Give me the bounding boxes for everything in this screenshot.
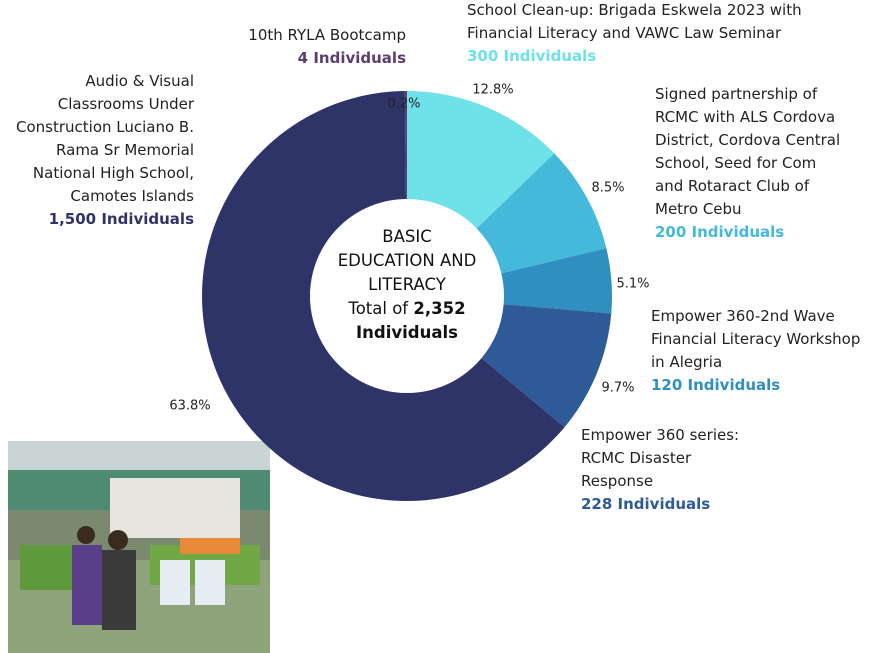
value-label: 120 Individuals — [651, 376, 781, 394]
percentage-label: 12.8% — [472, 82, 514, 98]
slice — [202, 91, 565, 501]
category-name: Empower 360 series: RCMC Disaster Respon… — [581, 426, 740, 490]
slice — [481, 304, 612, 428]
center-title: BASIC EDUCATION AND LITERACY — [337, 227, 477, 294]
category-label: 10th RYLA Bootcamp 4 Individuals — [206, 24, 406, 70]
category-name: School Clean-up: Brigada Eskwela 2023 wi… — [467, 1, 802, 42]
percentage-label: 5.1% — [616, 276, 650, 292]
value-label: 228 Individuals — [581, 495, 711, 513]
category-name: Empower 360-2nd Wave Financial Literacy … — [651, 307, 861, 371]
percentage-label: 9.7% — [601, 380, 635, 396]
total-prefix: Total of — [348, 299, 409, 318]
center-label: BASIC EDUCATION AND LITERACY Total of 2,… — [317, 225, 497, 345]
category-name: Signed partnership of RCMC with ALS Cord… — [655, 85, 841, 218]
photo — [8, 441, 270, 653]
value-label: 4 Individuals — [297, 49, 406, 67]
total: 2,352 — [413, 299, 466, 318]
value-label: 300 Individuals — [467, 47, 597, 65]
category-label: Audio & Visual Classrooms Under Construc… — [14, 70, 194, 231]
slice — [404, 91, 407, 200]
slice — [407, 91, 555, 229]
slice — [476, 153, 607, 274]
category-name: 10th RYLA Bootcamp — [248, 26, 406, 44]
total-suffix: Individuals — [356, 323, 458, 342]
value-label: 200 Individuals — [655, 223, 785, 241]
percentage-label: 63.8% — [169, 398, 211, 414]
percentage-label: 0.2% — [387, 96, 421, 112]
category-label: Empower 360-2nd Wave Financial Literacy … — [651, 305, 866, 397]
category-label: Empower 360 series: RCMC Disaster Respon… — [581, 424, 751, 516]
category-name: Audio & Visual Classrooms Under Construc… — [16, 72, 194, 205]
slice — [501, 248, 612, 314]
percentage-label: 8.5% — [591, 180, 625, 196]
value-label: 1,500 Individuals — [48, 210, 194, 228]
category-label: School Clean-up: Brigada Eskwela 2023 wi… — [467, 0, 857, 68]
category-label: Signed partnership of RCMC with ALS Cord… — [655, 83, 845, 244]
